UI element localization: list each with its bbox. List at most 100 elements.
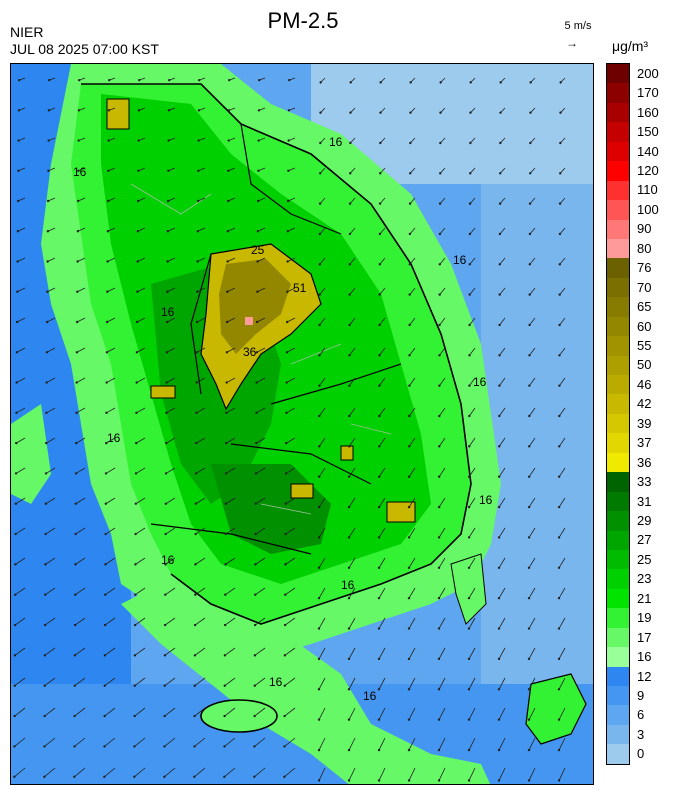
legend-bin xyxy=(607,627,629,648)
wind-vector xyxy=(348,467,356,477)
wind-vector-head xyxy=(439,172,442,175)
legend-bin xyxy=(607,491,629,512)
wind-vector-head xyxy=(378,232,382,236)
wind-vector-head xyxy=(14,593,17,596)
contour-labels: 16 16 16 16 16 16 16 16 16 16 16 25 51 36 xyxy=(73,135,493,703)
wind-vector-head xyxy=(319,81,322,84)
wind-vector-head xyxy=(497,536,501,539)
wind-vector-head xyxy=(45,381,48,384)
wind-vector-head xyxy=(378,384,381,387)
wind-vector-head xyxy=(378,414,381,418)
wind-vector xyxy=(194,617,206,626)
wind-vector-head xyxy=(499,81,502,84)
wind-vector-head xyxy=(225,381,228,384)
wind-vector-head xyxy=(223,775,226,778)
wind-vector-head xyxy=(105,320,109,324)
wind-vector xyxy=(558,767,566,781)
wind-vector-head xyxy=(348,323,351,327)
legend-bin-label: 110 xyxy=(637,182,658,198)
wind-vector-head xyxy=(438,323,441,327)
wind-vector-head xyxy=(407,596,411,600)
wind-vector xyxy=(439,347,446,356)
wind-vector-head xyxy=(225,411,228,415)
wind-vector xyxy=(559,197,566,204)
wind-vector-head xyxy=(407,748,411,752)
wind-vector xyxy=(469,227,476,235)
wind-vector-head xyxy=(78,78,81,82)
wind-vector xyxy=(558,437,566,447)
pm25-hotspot-core xyxy=(219,259,291,354)
wind-vector-head xyxy=(528,263,532,266)
wind-vector-head xyxy=(16,199,20,203)
wind-vector-head xyxy=(165,411,168,415)
wind-vector-head xyxy=(227,169,230,172)
wind-vector-head xyxy=(106,290,109,293)
legend-bin-label: 120 xyxy=(637,162,659,178)
wind-vector-head xyxy=(133,775,136,778)
wind-vector-head xyxy=(196,230,200,233)
wind-vector xyxy=(468,497,476,508)
wind-vector xyxy=(135,587,146,596)
wind-vector-head xyxy=(317,566,321,570)
wind-vector-head xyxy=(103,623,107,627)
wind-vector-head xyxy=(255,351,259,354)
wind-vector xyxy=(74,677,86,687)
wind-vector-head xyxy=(318,445,321,448)
wind-vector xyxy=(76,437,86,444)
wind-vector xyxy=(559,377,566,386)
wind-vector-head xyxy=(497,566,501,570)
wind-vector xyxy=(439,227,446,235)
wind-vector-head xyxy=(163,684,166,687)
wind-vector xyxy=(76,317,86,323)
wind-vector xyxy=(409,287,416,295)
wind-vector-head xyxy=(163,623,167,627)
wind-vector xyxy=(135,527,146,535)
wind-vector xyxy=(284,707,296,717)
wind-vector-head xyxy=(348,384,351,387)
wind-vector-head xyxy=(283,714,286,718)
wind-vector-head xyxy=(136,260,139,263)
wind-vector xyxy=(17,227,26,232)
wind-vector-head xyxy=(469,111,472,114)
wind-vector xyxy=(285,557,296,565)
wind-vector-head xyxy=(438,293,441,296)
wind-vector-head xyxy=(349,81,352,84)
wind-vector xyxy=(439,317,446,326)
wind-vector-head xyxy=(44,472,48,475)
legend-bin-label: 65 xyxy=(637,299,652,315)
wind-vector xyxy=(378,707,386,720)
wind-vector-head xyxy=(137,139,140,142)
wind-vector xyxy=(74,617,86,626)
wind-vector-head xyxy=(73,623,77,627)
wind-vector xyxy=(16,317,26,323)
wind-vector xyxy=(408,677,416,690)
wind-vector-head xyxy=(105,381,108,384)
wind-vector xyxy=(75,527,86,535)
wind-vector xyxy=(224,677,236,687)
wind-vector-head xyxy=(43,684,46,687)
wind-vector-head xyxy=(528,202,532,205)
wind-vector-head xyxy=(438,414,441,418)
wind-vector xyxy=(166,437,176,444)
wind-vector xyxy=(438,497,446,508)
wind-vector-head xyxy=(529,81,532,84)
wind-vector xyxy=(408,647,416,660)
wind-vector-head xyxy=(498,354,501,357)
contour-label: 25 xyxy=(251,243,265,257)
wind-vector-head xyxy=(15,441,18,445)
wind-vector-head xyxy=(133,654,137,657)
wind-vector-head xyxy=(163,745,166,748)
wind-vector xyxy=(225,557,236,565)
wind-vector xyxy=(498,527,506,538)
wind-vector xyxy=(256,437,266,444)
wind-vector-head xyxy=(76,290,79,293)
wind-vector-head xyxy=(226,290,229,293)
wind-vector-head xyxy=(286,230,290,233)
wind-vector-head xyxy=(18,78,21,82)
wind-vector-head xyxy=(467,688,471,691)
wind-vector-head xyxy=(407,505,411,509)
wind-vector-head xyxy=(437,475,441,478)
wind-vector xyxy=(528,617,536,629)
wind-vector-head xyxy=(135,441,138,445)
wind-vector-head xyxy=(13,684,16,687)
